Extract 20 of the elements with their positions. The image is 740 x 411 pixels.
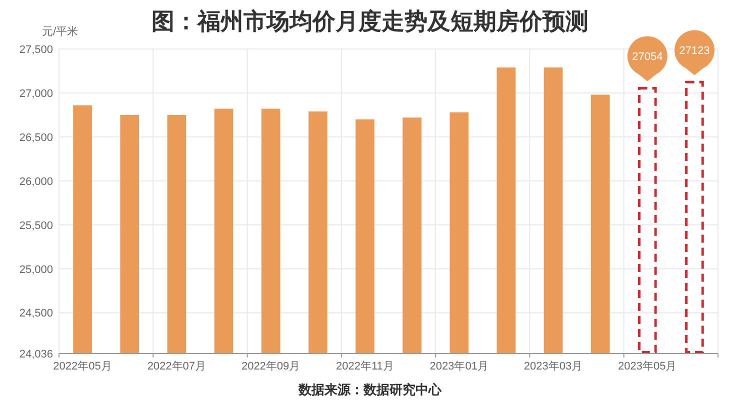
y-tick-label: 24,500 — [19, 308, 53, 320]
x-tick-label: 2023年05月 — [618, 360, 677, 372]
y-tick-label: 25,000 — [19, 264, 53, 276]
y-tick-label: 26,500 — [19, 132, 53, 144]
y-tick-label: 24,036 — [19, 348, 53, 360]
x-tick-label: 2022年05月 — [53, 360, 112, 372]
x-tick-label: 2023年03月 — [524, 360, 583, 372]
x-tick-label: 2022年09月 — [241, 360, 300, 372]
source-note: 数据来源：数据研究中心 — [298, 382, 442, 397]
x-tick-label: 2023年01月 — [430, 360, 488, 372]
x-tick-label: 2022年07月 — [147, 360, 206, 372]
data-label: 27054 — [632, 51, 663, 64]
chart-title: 图：福州市场均价月度走势及短期房价预测 — [152, 8, 588, 34]
y-tick-label: 27,500 — [19, 44, 53, 56]
y-tick-label: 25,500 — [19, 220, 53, 232]
data-label: 27123 — [679, 45, 710, 58]
y-axis-title: 元/平米 — [42, 25, 78, 38]
x-tick-label: 2022年11月 — [336, 360, 394, 372]
y-tick-label: 27,000 — [19, 88, 53, 100]
y-tick-label: 26,000 — [19, 176, 53, 188]
